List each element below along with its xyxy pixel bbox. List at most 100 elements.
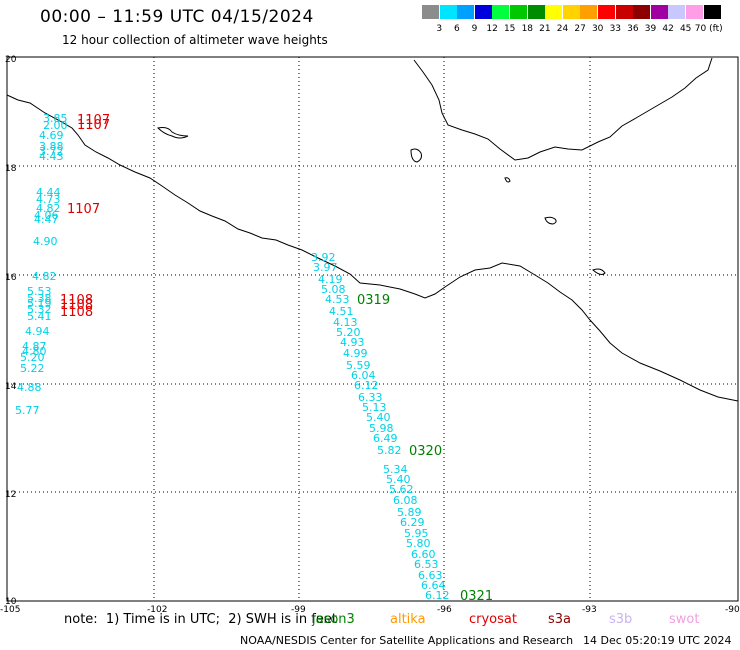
wave-height-reading: 4.44 bbox=[36, 186, 61, 199]
wave-height-reading: 3.72 bbox=[39, 145, 64, 158]
scale-label: 39 bbox=[644, 24, 657, 34]
scale-label: 3 bbox=[436, 24, 443, 34]
wave-height-reading: 5.32 bbox=[27, 303, 52, 316]
lon-labels: -105 -102 -99 -96 -93 -90 bbox=[0, 605, 740, 615]
lon-label: -96 bbox=[437, 605, 452, 615]
lon-label: -102 bbox=[147, 605, 167, 615]
pass-time-label: 1108 bbox=[60, 293, 93, 308]
wave-height-reading: 6.12 bbox=[425, 589, 450, 602]
map-frame bbox=[6, 56, 739, 602]
scale-label: 18 bbox=[521, 24, 534, 34]
pass-time-label: 0319 bbox=[357, 293, 390, 308]
scale-swatch bbox=[527, 5, 545, 19]
scale-label: 70 (ft) bbox=[694, 24, 723, 34]
wave-height-reading: 5.40 bbox=[366, 411, 391, 424]
pass-time-label: 1108 bbox=[60, 305, 93, 320]
scale-swatch bbox=[562, 5, 580, 19]
wave-height-reading: 5.22 bbox=[20, 362, 45, 375]
wave-height-reading: 5.20 bbox=[20, 351, 45, 364]
scale-swatch bbox=[439, 5, 457, 19]
wave-height-reading: 4.99 bbox=[343, 347, 368, 360]
scale-swatch bbox=[422, 5, 439, 19]
wave-height-reading: 3.88 bbox=[39, 140, 64, 153]
scale-swatch bbox=[615, 5, 633, 19]
wave-height-reading: 5.98 bbox=[369, 422, 394, 435]
wave-height-reading: 4.43 bbox=[39, 150, 64, 163]
wave-height-reading: 4.93 bbox=[340, 336, 365, 349]
wave-height-values-west: 3.852.004.693.883.724.434.444.734.824.06… bbox=[15, 112, 68, 417]
scale-swatch bbox=[580, 5, 598, 19]
wave-height-reading: 5.34 bbox=[383, 463, 408, 476]
wave-height-reading: 4.47 bbox=[34, 213, 59, 226]
wave-height-reading: 5.95 bbox=[404, 527, 429, 540]
wave-height-reading: 4.82 bbox=[36, 202, 61, 215]
wave-height-reading: 3.97 bbox=[313, 261, 338, 274]
wave-height-reading: 6.12 bbox=[354, 379, 379, 392]
wave-height-reading: 5.19 bbox=[27, 297, 52, 310]
pass-time-label: 1108 bbox=[60, 298, 93, 313]
map-subtitle: 12 hour collection of altimeter wave hei… bbox=[62, 33, 328, 47]
wave-height-reading: 6.04 bbox=[351, 369, 376, 382]
pass-time-label: 1107 bbox=[77, 113, 110, 128]
pass-time-label: 0321 bbox=[460, 589, 493, 604]
wave-height-reading: 4.94 bbox=[25, 325, 50, 338]
wave-height-reading: 5.41 bbox=[27, 310, 52, 323]
lon-label: -99 bbox=[291, 605, 306, 615]
pass-time-label: 0320 bbox=[409, 444, 442, 459]
lon-label: -105 bbox=[0, 605, 20, 615]
scale-label: 30 bbox=[591, 24, 604, 34]
wave-height-reading: 4.80 bbox=[22, 345, 47, 358]
wave-height-reading: 4.53 bbox=[325, 293, 350, 306]
scale-swatch bbox=[474, 5, 492, 19]
lon-label: -90 bbox=[725, 605, 740, 615]
scale-label: 9 bbox=[471, 24, 478, 34]
wave-height-reading: 3.85 bbox=[43, 112, 68, 125]
lat-label: 12 bbox=[5, 490, 16, 500]
scale-label: 12 bbox=[486, 24, 498, 34]
wave-height-reading: 5.89 bbox=[397, 506, 422, 519]
scale-label: 21 bbox=[539, 24, 551, 34]
wave-height-reading: 5.82 bbox=[377, 444, 402, 457]
wave-height-reading: 3.92 bbox=[311, 251, 336, 264]
wave-height-reading: 4.87 bbox=[22, 340, 47, 353]
wave-height-reading: 5.08 bbox=[321, 283, 346, 296]
lat-label: 18 bbox=[5, 164, 17, 174]
lat-label: 20 bbox=[5, 55, 17, 65]
wave-height-reading: 5.80 bbox=[406, 537, 431, 550]
wave-height-reading: 5.77 bbox=[15, 404, 40, 417]
wave-height-reading: 4.06 bbox=[34, 209, 59, 222]
coastline bbox=[6, 57, 739, 402]
wave-height-reading: 4.51 bbox=[329, 305, 354, 318]
pass-time-label: 1107 bbox=[77, 118, 110, 133]
scale-label: 15 bbox=[503, 24, 516, 34]
scale-label: 45 bbox=[679, 24, 692, 34]
scale-label: 33 bbox=[609, 24, 622, 34]
wave-height-reading: 6.08 bbox=[393, 494, 418, 507]
wave-height-reading: 6.64 bbox=[421, 579, 446, 592]
scale-label: 24 bbox=[556, 24, 569, 34]
graticule bbox=[7, 57, 738, 601]
scale-swatch bbox=[650, 5, 668, 19]
wave-height-reading: 4.69 bbox=[39, 129, 64, 142]
scale-label: 27 bbox=[574, 24, 586, 34]
wave-height-reading: 4.88 bbox=[17, 381, 42, 394]
scale-swatch bbox=[686, 5, 703, 19]
wave-height-reading: 5.53 bbox=[27, 285, 52, 298]
wave-height-reading: 4.82 bbox=[32, 270, 57, 283]
wave-height-reading: 5.40 bbox=[386, 473, 411, 486]
scale-swatch bbox=[633, 5, 651, 19]
scale-label: 6 bbox=[454, 24, 460, 34]
wave-height-reading: 5.59 bbox=[346, 359, 371, 372]
scale-swatch bbox=[703, 5, 721, 19]
wave-height-reading: 4.19 bbox=[318, 273, 343, 286]
pass-time-label: 1107 bbox=[67, 202, 100, 217]
wave-height-reading: 5.62 bbox=[389, 483, 414, 496]
lon-label: -93 bbox=[582, 605, 597, 615]
wave-height-values-track: 3.923.974.195.084.534.514.135.204.934.99… bbox=[311, 251, 450, 602]
scale-swatch bbox=[545, 5, 563, 19]
scale-swatch bbox=[668, 5, 686, 19]
wave-height-reading: 4.13 bbox=[333, 316, 358, 329]
lat-labels: 20 18 16 14 12 10 bbox=[5, 55, 17, 607]
